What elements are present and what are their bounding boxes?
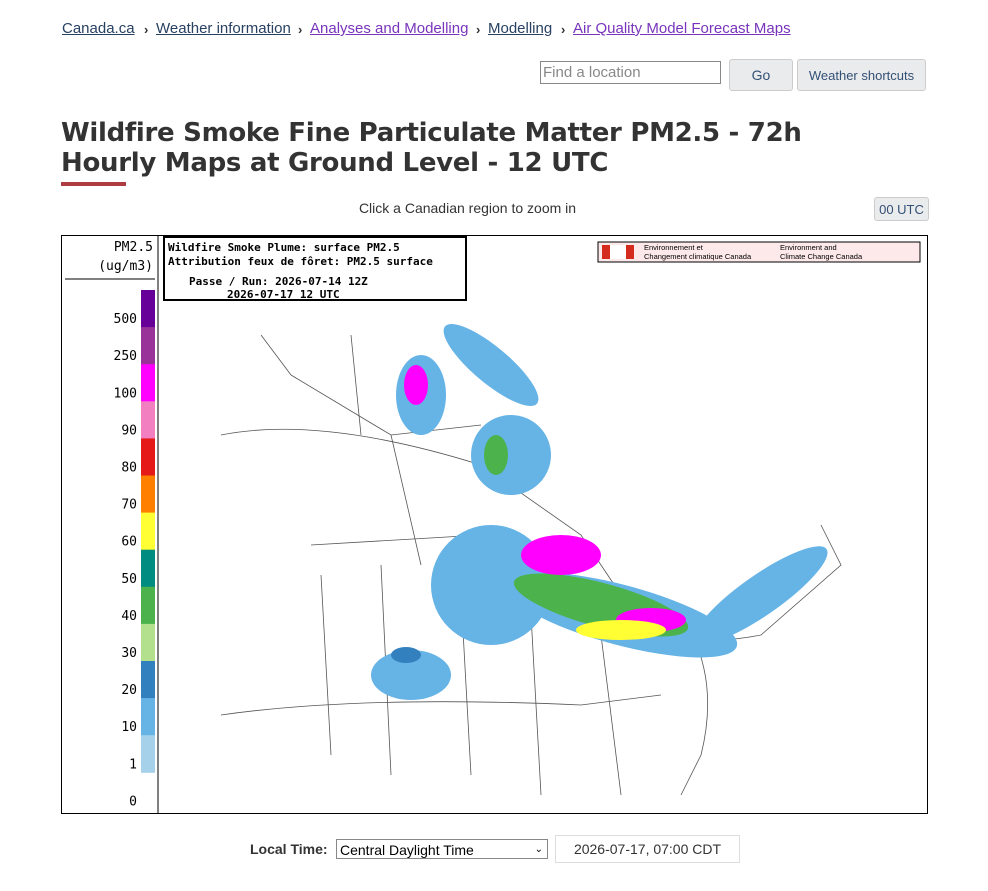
legend-swatch bbox=[141, 438, 155, 476]
legend-label: 90 bbox=[121, 423, 137, 438]
legend-label: 20 bbox=[121, 683, 137, 698]
agency-text: Changement climatique Canada bbox=[644, 252, 752, 261]
breadcrumb-link[interactable]: Analyses and Modelling bbox=[310, 20, 469, 37]
breadcrumb-link[interactable]: Canada.ca bbox=[62, 20, 135, 37]
agency-text: Environnement et bbox=[644, 243, 704, 252]
smoke-plumes bbox=[371, 324, 828, 700]
legend-title: PM2.5 bbox=[114, 240, 153, 255]
info-text: Passe / Run: 2026-07-14 12Z bbox=[189, 275, 368, 288]
map-frame bbox=[61, 235, 928, 814]
search-input[interactable]: Find a location bbox=[540, 61, 721, 84]
chevron: › bbox=[476, 22, 481, 37]
legend-swatch bbox=[141, 401, 155, 439]
legend-label: 10 bbox=[121, 720, 137, 735]
local-time-label: Local Time: bbox=[250, 841, 328, 857]
title-underline bbox=[61, 182, 126, 186]
legend-swatch bbox=[141, 661, 155, 699]
flag-white bbox=[610, 245, 626, 259]
legend-swatch bbox=[141, 586, 155, 625]
legend-label: 1 bbox=[129, 757, 137, 772]
legend-label: 50 bbox=[121, 572, 137, 587]
legend-label: 500 bbox=[114, 312, 137, 327]
agency-box bbox=[597, 241, 921, 263]
chevron: › bbox=[144, 22, 149, 37]
legend-title: (ug/m3) bbox=[98, 259, 153, 274]
legend-swatch bbox=[141, 549, 155, 588]
page-title: Wildfire Smoke Fine Particulate Matter P… bbox=[61, 118, 802, 178]
forecast-map[interactable]: PM2.5(ug/m3)5002501009080706050403020101… bbox=[61, 235, 928, 814]
timezone-select[interactable]: Central Daylight Time ⌄ bbox=[336, 839, 548, 859]
chevron: › bbox=[298, 22, 303, 37]
legend-label: 30 bbox=[121, 646, 137, 661]
go-button[interactable]: Go bbox=[729, 59, 793, 91]
legend-swatch bbox=[141, 623, 155, 662]
info-text: Attribution feux de fôret: PM2.5 surface bbox=[168, 255, 433, 268]
breadcrumb-link[interactable]: Weather information bbox=[156, 20, 291, 37]
legend-label: 70 bbox=[121, 498, 137, 513]
legend-label: 0 bbox=[129, 794, 137, 809]
legend-label: 40 bbox=[121, 609, 137, 624]
agency-text: Climate Change Canada bbox=[780, 252, 863, 261]
legend-label: 80 bbox=[121, 461, 137, 476]
legend-label: 100 bbox=[114, 386, 137, 401]
chevron: › bbox=[561, 22, 566, 37]
legend-swatch bbox=[141, 290, 155, 328]
legend-swatch bbox=[141, 475, 155, 514]
legend-label: 250 bbox=[114, 349, 137, 364]
legend-swatch bbox=[141, 698, 155, 736]
shortcuts-button[interactable]: Weather shortcuts bbox=[797, 59, 926, 91]
breadcrumb-link[interactable]: Air Quality Model Forecast Maps bbox=[573, 20, 791, 37]
legend-swatch bbox=[141, 327, 155, 365]
timezone-text: Central Daylight Time bbox=[340, 842, 474, 858]
info-text: Wildfire Smoke Plume: surface PM2.5 bbox=[168, 241, 400, 254]
legend-label: 60 bbox=[121, 535, 137, 550]
legend-swatch bbox=[141, 364, 155, 402]
legend-swatch bbox=[141, 735, 155, 773]
instruction: Click a Canadian region to zoom in bbox=[358, 200, 577, 216]
breadcrumb-link[interactable]: Modelling bbox=[488, 20, 553, 37]
legend-swatch bbox=[141, 512, 155, 551]
agency-text: Environment and bbox=[780, 243, 837, 252]
local-time-value: 2026-07-17, 07:00 CDT bbox=[555, 835, 740, 863]
utc-button[interactable]: 00 UTC bbox=[874, 197, 929, 221]
info-box bbox=[163, 236, 467, 301]
info-text: 2026-07-17 12 UTC bbox=[227, 288, 340, 301]
